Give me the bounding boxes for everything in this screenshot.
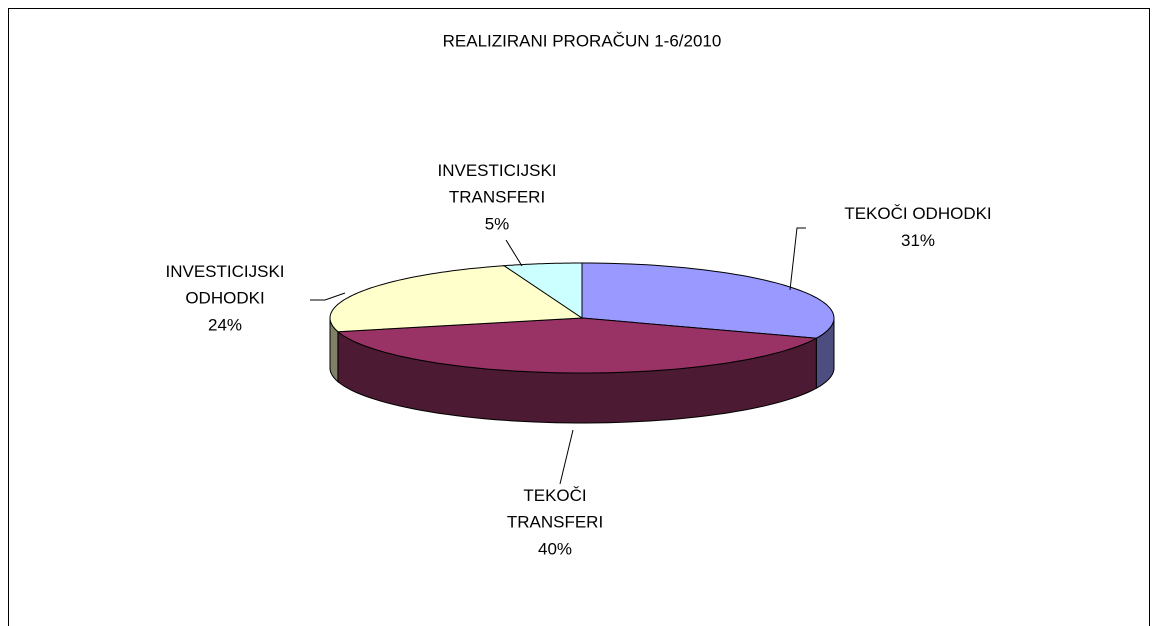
slice-label-line: ODHODKI xyxy=(185,289,264,308)
pie-slice xyxy=(329,265,584,333)
chart-frame xyxy=(8,8,1150,626)
leader-line xyxy=(789,227,806,291)
pie-slice xyxy=(336,317,819,374)
slice-label: TEKOČI TRANSFERI xyxy=(507,486,603,532)
value-label: 31% xyxy=(901,231,935,250)
slice-label: INVESTICIJSKI ODHODKI xyxy=(165,262,284,308)
slice-label-line: INVESTICIJSKI xyxy=(437,161,556,180)
value-label: 40% xyxy=(538,539,572,558)
slice-label-line: TRANSFERI xyxy=(449,188,545,207)
leader-line xyxy=(559,429,574,485)
slice-label: INVESTICIJSKI TRANSFERI xyxy=(437,161,556,207)
slice-label-line: TEKOČI xyxy=(523,486,586,505)
value-label: 24% xyxy=(208,315,242,334)
chart-title: REALIZIRANI PRORAČUN 1-6/2010 xyxy=(443,31,722,50)
leader-line xyxy=(505,239,523,267)
slice-label: TEKOČI ODHODKI xyxy=(844,204,991,223)
slice-label-line: INVESTICIJSKI xyxy=(165,262,284,281)
pie-slice xyxy=(502,262,583,319)
value-label: 5% xyxy=(485,214,510,233)
slice-label-line: TRANSFERI xyxy=(507,513,603,532)
slice-label-line: TEKOČI ODHODKI xyxy=(844,204,991,223)
leader-line xyxy=(310,292,346,301)
